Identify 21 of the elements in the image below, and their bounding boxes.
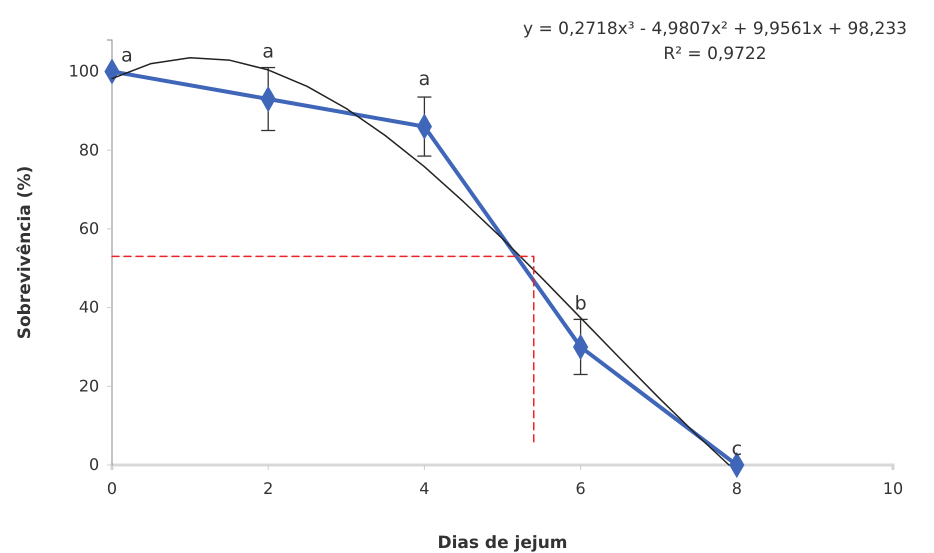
y-tick-label: 60 xyxy=(78,219,100,238)
annotation: R² = 0,9722 xyxy=(663,44,767,64)
text: y = 0,2718x³ - 4,9807x² + 9,9561x + 98,233 xyxy=(523,19,907,39)
x-tick-label: 10 xyxy=(882,478,904,498)
x-tick-label: 4 xyxy=(419,478,430,498)
x-tick-label: 2 xyxy=(263,478,274,498)
x-tick-label: 6 xyxy=(576,478,586,498)
annotation: a xyxy=(121,44,133,66)
x-axis-title: Dias de jejum xyxy=(437,533,568,553)
annotation: b xyxy=(574,292,587,314)
y-tick-label: 40 xyxy=(78,298,100,317)
annotation: a xyxy=(418,68,430,90)
annotation: c xyxy=(732,438,742,460)
y-tick-label: 20 xyxy=(78,376,100,396)
annotation: a xyxy=(262,40,274,63)
y-tick-label: 0 xyxy=(89,455,100,474)
y-tick-label: 80 xyxy=(78,140,100,160)
x-tick-label: 0 xyxy=(106,478,118,498)
x-tick-label: 8 xyxy=(732,478,742,498)
y-tick-label: 100 xyxy=(68,62,100,81)
y-axis-title: Sobrevivência (%) xyxy=(15,166,35,340)
